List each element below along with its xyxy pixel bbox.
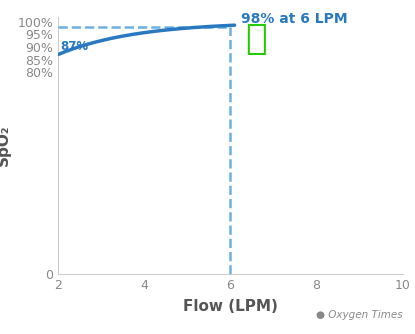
Text: ● Oxygen Times: ● Oxygen Times: [316, 310, 403, 320]
Text: 98% at 6 LPM: 98% at 6 LPM: [241, 12, 348, 25]
Text: 87%: 87%: [60, 40, 88, 53]
X-axis label: Flow (LPM): Flow (LPM): [183, 299, 278, 314]
Text: 👍: 👍: [245, 22, 267, 56]
Y-axis label: SpO₂: SpO₂: [0, 125, 10, 166]
